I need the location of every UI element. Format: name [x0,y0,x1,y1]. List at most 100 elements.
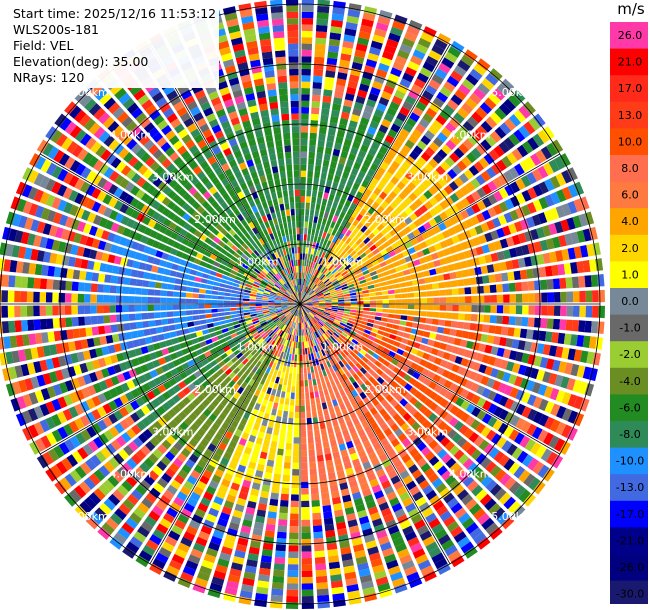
velocity-gate [502,249,511,260]
velocity-gate [353,101,364,111]
velocity-gate [465,97,478,110]
velocity-gate [439,297,447,304]
velocity-gate [461,441,472,452]
velocity-gate [399,106,410,117]
velocity-gate [433,341,441,349]
velocity-gate [266,337,272,344]
velocity-gate [304,379,309,387]
velocity-gate [465,498,478,511]
velocity-gate [392,186,402,195]
velocity-gate [457,279,465,287]
velocity-gate [316,323,322,329]
velocity-gate [123,323,131,331]
velocity-gate [361,286,369,291]
velocity-gate [460,358,469,367]
velocity-gate [322,260,328,267]
velocity-gate [349,368,356,376]
velocity-gate [441,127,452,138]
velocity-gate [410,542,423,553]
velocity-gate [256,463,265,472]
velocity-gate [285,326,290,333]
velocity-gate [338,257,345,264]
velocity-gate [449,152,460,163]
velocity-gate [243,513,254,522]
velocity-gate [407,310,415,316]
velocity-gate [389,145,400,155]
velocity-gate [27,319,35,331]
velocity-gate [434,38,448,50]
velocity-gate [190,491,201,502]
velocity-gate [403,226,412,235]
velocity-gate [479,493,492,506]
velocity-gate [317,295,325,298]
velocity-gate [168,530,181,541]
velocity-gate [566,167,578,181]
velocity-gate [192,293,199,299]
velocity-gate [306,301,313,303]
velocity-gate [177,513,190,525]
velocity-gate [355,408,363,417]
velocity-gate [585,305,593,318]
velocity-gate [312,305,319,307]
velocity-gate [251,366,259,373]
velocity-gate [196,428,206,438]
velocity-gate [323,355,329,362]
velocity-gate [470,314,478,322]
velocity-gate [289,526,299,533]
velocity-gate [399,78,412,89]
velocity-gate [300,373,304,381]
velocity-gate [237,423,245,432]
velocity-gate [300,253,303,260]
velocity-gate [519,269,528,280]
velocity-gate [225,402,234,411]
velocity-gate [367,368,376,376]
velocity-gate [335,370,341,378]
velocity-gate [387,289,395,295]
velocity-gate [358,241,366,249]
velocity-gate [276,370,282,378]
velocity-gate [376,181,386,191]
velocity-gate [399,491,410,502]
velocity-gate [339,334,347,340]
velocity-gate [424,398,434,408]
velocity-gate [288,557,299,565]
velocity-gate [424,346,433,354]
velocity-gate [301,335,304,343]
velocity-gate [301,75,311,82]
velocity-gate [291,481,299,489]
velocity-gate [335,230,341,238]
velocity-gate [504,477,517,490]
velocity-gate [346,15,359,24]
velocity-gate [466,340,474,349]
velocity-gate [458,424,469,435]
velocity-gate [322,341,328,348]
velocity-gate [465,522,479,535]
velocity-gate [340,381,348,389]
velocity-gate [78,282,85,292]
velocity-gate [284,346,289,353]
velocity-gate [385,355,394,363]
velocity-gate [327,373,334,381]
velocity-gate [340,351,347,358]
velocity-gate [300,304,302,311]
velocity-gate [332,103,342,112]
velocity-gate [300,176,306,184]
velocity-gate [416,271,425,279]
velocity-gate [376,223,385,232]
velocity-gate [305,307,311,312]
velocity-gate [196,480,207,491]
velocity-gate [496,284,503,293]
velocity-gate [288,373,293,380]
velocity-gate [327,173,334,181]
velocity-gate [301,500,310,508]
velocity-gate [305,296,311,301]
velocity-gate [397,150,408,160]
velocity-gate [337,308,345,311]
velocity-gate [346,513,357,522]
velocity-gate [321,402,328,410]
velocity-gate [326,320,333,325]
velocity-gate [183,480,194,491]
velocity-gate [398,343,407,350]
velocity-gate [355,503,366,513]
velocity-gate [185,304,193,310]
